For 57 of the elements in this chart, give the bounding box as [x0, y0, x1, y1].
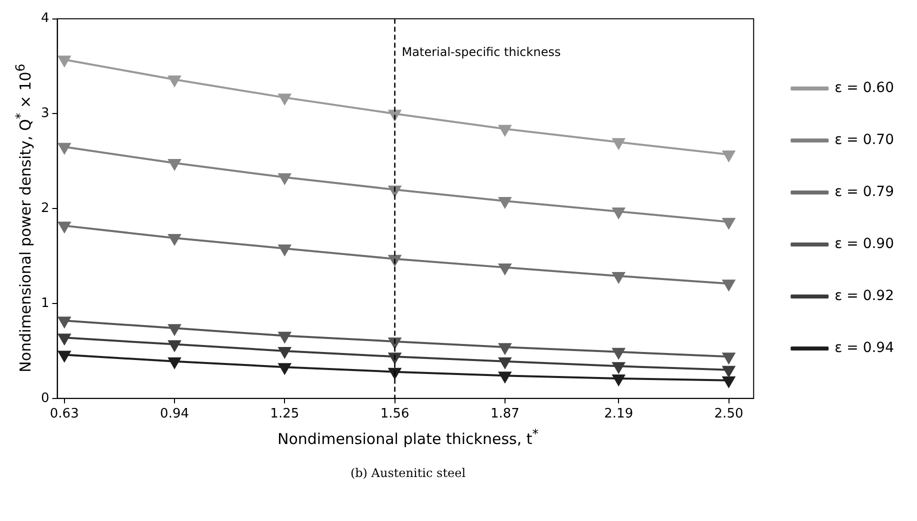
- legend-label: ε = 0.92: [834, 288, 894, 304]
- point: [722, 376, 735, 388]
- x-tick-label: 2.19: [604, 406, 634, 422]
- point: [278, 94, 291, 105]
- x-tick-label: 1.56: [380, 406, 410, 422]
- point: [498, 197, 512, 208]
- legend-label: ε = 0.60: [834, 80, 894, 96]
- legend-label: ε = 0.79: [834, 184, 894, 200]
- x-tick-label: 1.87: [490, 406, 520, 422]
- point: [58, 222, 71, 233]
- x-tick-label: 0.63: [50, 406, 79, 422]
- point: [58, 334, 71, 345]
- point: [58, 56, 71, 67]
- point: [722, 352, 735, 364]
- point: [278, 244, 291, 256]
- point: [612, 272, 625, 283]
- y-tick-label: 2: [40, 200, 50, 216]
- x-tick-label: 0.94: [160, 406, 189, 422]
- point: [58, 350, 71, 362]
- y-tick-label: 3: [40, 106, 50, 122]
- point: [612, 374, 625, 386]
- point: [612, 207, 625, 218]
- legend-label: ε = 0.94: [834, 340, 894, 356]
- point: [278, 346, 291, 358]
- point: [168, 340, 181, 352]
- text: (b) Austenitic steel: [349, 466, 467, 480]
- point: [612, 362, 625, 374]
- point: [498, 124, 512, 136]
- point: [168, 357, 181, 368]
- x-tick-label: 1.25: [270, 406, 300, 422]
- point: [498, 263, 512, 274]
- point: [722, 150, 735, 162]
- point: [612, 348, 625, 359]
- point: [498, 357, 512, 368]
- point: [58, 316, 71, 328]
- y-tick-label: 1: [40, 296, 50, 311]
- point: [58, 142, 71, 154]
- point: [168, 159, 181, 170]
- point: [168, 76, 181, 87]
- ref-line-label: Material-specific thickness: [402, 44, 561, 59]
- y-tick-label: 4: [40, 11, 50, 26]
- point: [722, 218, 735, 229]
- y-tick-label: 0: [40, 390, 50, 406]
- point: [722, 280, 735, 291]
- point: [498, 372, 512, 383]
- point: [168, 324, 181, 336]
- point: [278, 363, 291, 374]
- legend-label: ε = 0.90: [834, 236, 894, 252]
- point: [168, 234, 181, 246]
- point: [612, 138, 625, 150]
- point: [278, 173, 291, 184]
- point: [498, 343, 512, 354]
- x-tick-label: 2.50: [714, 406, 744, 422]
- x-axis-title: Nondimensional plate thickness, t$^{*}$: [276, 426, 540, 448]
- legend-label: ε = 0.70: [834, 132, 894, 148]
- point: [278, 332, 291, 343]
- point: [722, 366, 735, 377]
